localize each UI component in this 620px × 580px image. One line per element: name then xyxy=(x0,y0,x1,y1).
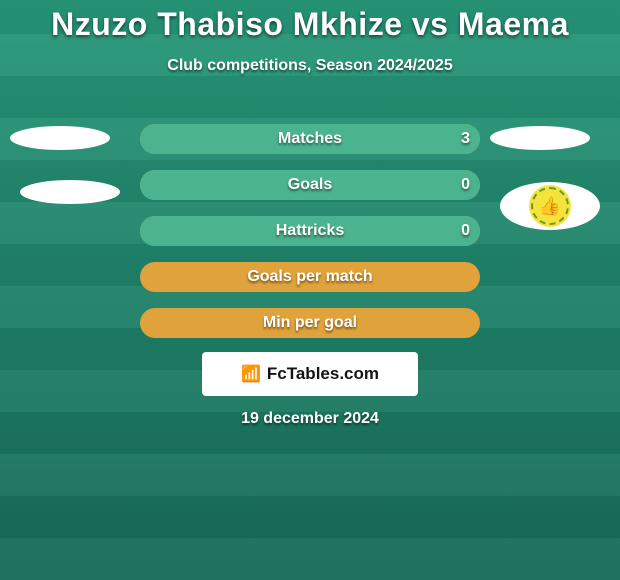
snapshot-date: 19 december 2024 xyxy=(241,410,379,428)
chart-icon: 📶 xyxy=(241,364,261,384)
player2-club-logo xyxy=(490,126,590,150)
stat-value-right: 0 xyxy=(461,222,470,240)
stat-bar: Goals 0 xyxy=(140,170,480,200)
stat-value-right: 3 xyxy=(461,130,470,148)
stat-bar: Min per goal xyxy=(140,308,480,338)
stat-bar: Hattricks 0 xyxy=(140,216,480,246)
stat-label: Hattricks xyxy=(276,222,344,240)
stat-label: Matches xyxy=(278,130,342,148)
player1-nation-logo xyxy=(20,180,120,204)
comparison-bars: Matches 3 Goals 0 Hattricks 0 Goals per match M… xyxy=(140,124,480,354)
player1-club-logo xyxy=(10,126,110,150)
stat-label: Goals per match xyxy=(247,268,372,286)
stat-bar: Matches 3 xyxy=(140,124,480,154)
stat-label: Goals xyxy=(288,176,332,194)
brand-text: FcTables.com xyxy=(267,364,379,384)
season-subtitle: Club competitions, Season 2024/2025 xyxy=(167,57,452,75)
brand-box[interactable]: 📶 FcTables.com xyxy=(202,352,418,396)
content: Nzuzo Thabiso Mkhize vs Maema Club compe… xyxy=(0,0,620,580)
stat-label: Min per goal xyxy=(263,314,357,332)
stat-bar: Goals per match xyxy=(140,262,480,292)
badge-ring xyxy=(531,187,569,225)
player2-nation-logo: 👍 xyxy=(500,182,600,230)
stat-value-right: 0 xyxy=(461,176,470,194)
page-title: Nzuzo Thabiso Mkhize vs Maema xyxy=(51,6,569,43)
